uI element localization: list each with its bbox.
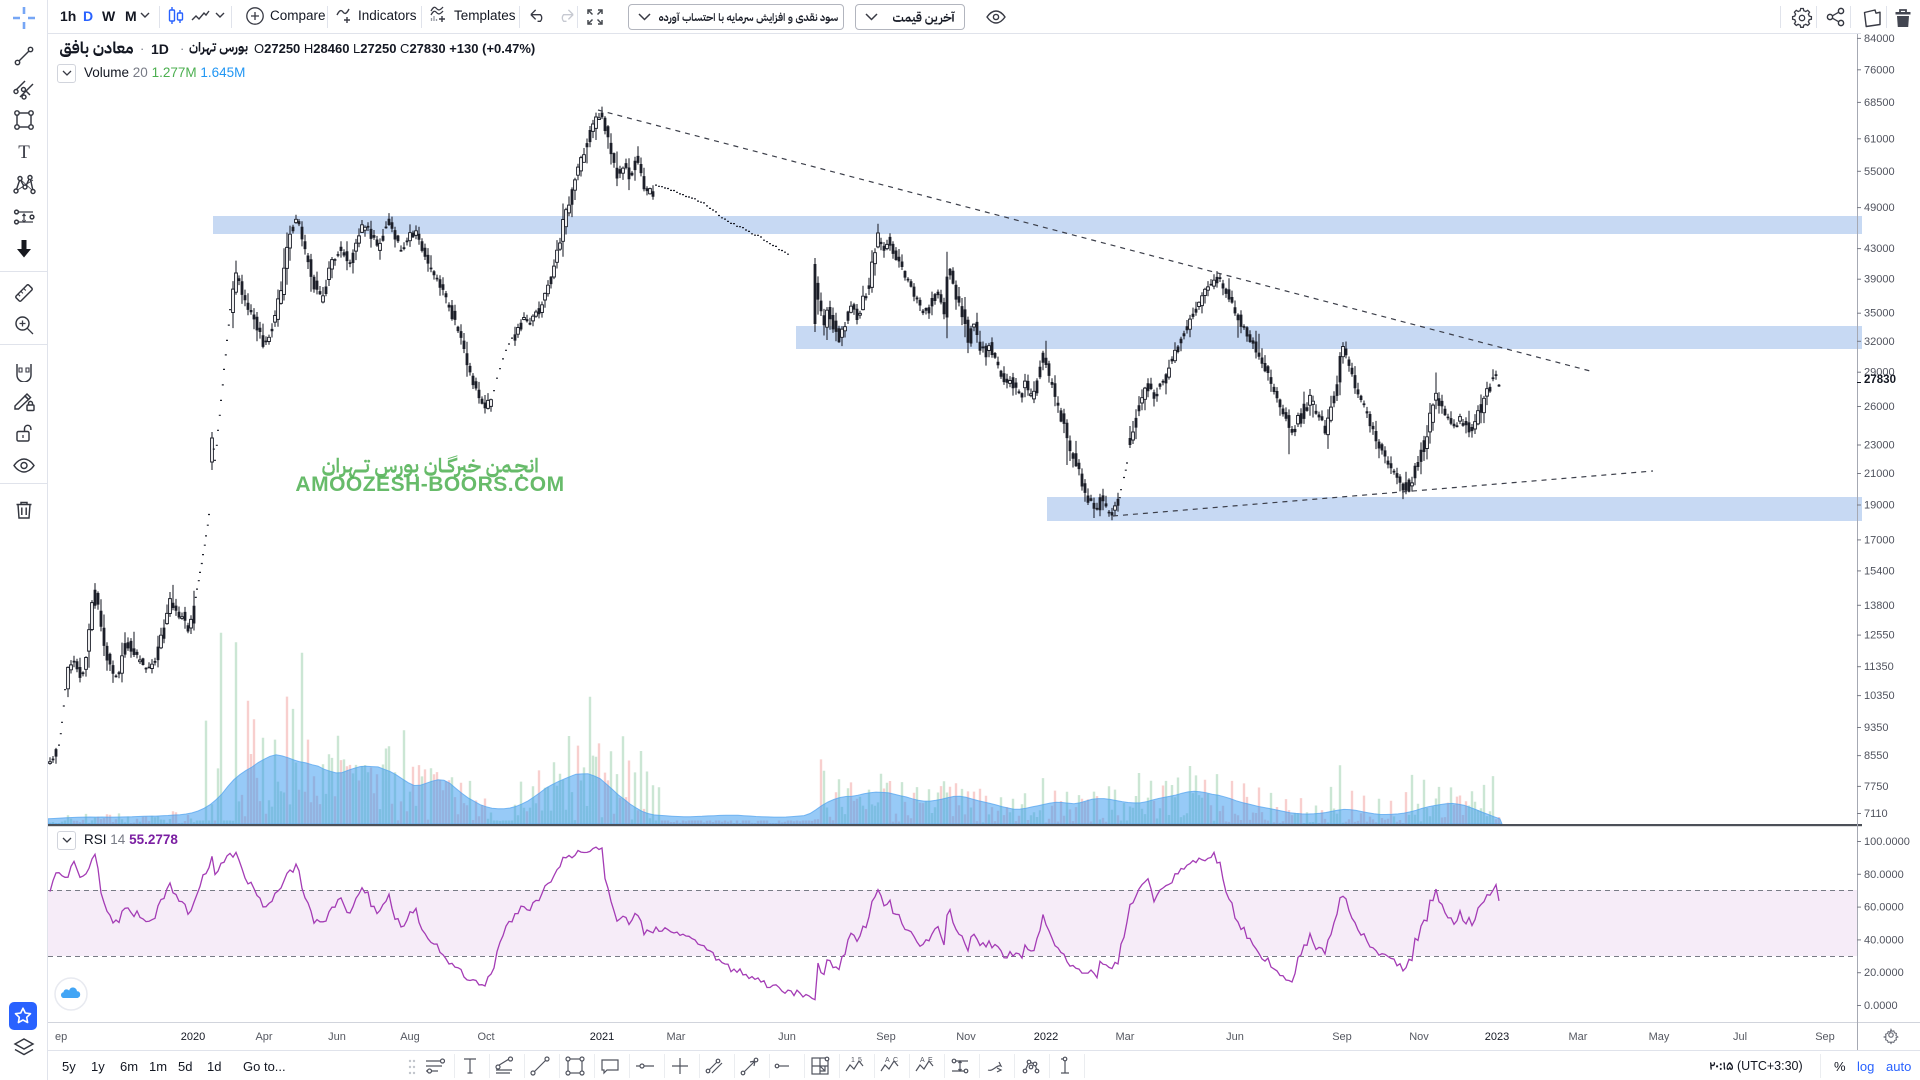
svg-text:Sep: Sep bbox=[876, 1031, 896, 1043]
svg-text:Sep: Sep bbox=[1332, 1031, 1352, 1043]
svg-text:ep: ep bbox=[55, 1031, 67, 1043]
svg-text:2023: 2023 bbox=[1485, 1031, 1509, 1043]
svg-text:5: 5 bbox=[858, 1057, 862, 1064]
svg-text:68500: 68500 bbox=[1864, 97, 1895, 109]
svg-text:21000: 21000 bbox=[1864, 468, 1895, 480]
svg-text:Mar: Mar bbox=[1569, 1031, 1588, 1043]
svg-text:32000: 32000 bbox=[1864, 336, 1895, 348]
svg-text:84000: 84000 bbox=[1864, 34, 1895, 45]
svg-text:43000: 43000 bbox=[1864, 243, 1895, 255]
svg-text:2021: 2021 bbox=[590, 1031, 614, 1043]
svg-text:20.0000: 20.0000 bbox=[1864, 967, 1904, 979]
svg-text:7750: 7750 bbox=[1864, 781, 1888, 793]
svg-text:Jul: Jul bbox=[1733, 1031, 1747, 1043]
svg-text:A: A bbox=[920, 1057, 925, 1064]
svg-text:8550: 8550 bbox=[1864, 750, 1888, 762]
svg-text:49000: 49000 bbox=[1864, 202, 1895, 214]
svg-text:27830: 27830 bbox=[1864, 374, 1896, 386]
svg-text:61000: 61000 bbox=[1864, 133, 1895, 145]
svg-text:2022: 2022 bbox=[1034, 1031, 1058, 1043]
svg-text:29000: 29000 bbox=[1864, 367, 1895, 379]
svg-text:11350: 11350 bbox=[1864, 661, 1894, 673]
svg-text:May: May bbox=[1649, 1031, 1670, 1043]
svg-text:Apr: Apr bbox=[255, 1031, 272, 1043]
svg-text:0.0000: 0.0000 bbox=[1864, 1000, 1898, 1012]
svg-text:17000: 17000 bbox=[1864, 534, 1895, 546]
svg-text:Mar: Mar bbox=[1116, 1031, 1135, 1043]
svg-text:35000: 35000 bbox=[1864, 308, 1895, 320]
svg-text:Nov: Nov bbox=[956, 1031, 976, 1043]
svg-text:13800: 13800 bbox=[1864, 600, 1895, 612]
svg-text:12550: 12550 bbox=[1864, 630, 1895, 642]
svg-text:39000: 39000 bbox=[1864, 274, 1895, 286]
svg-text:T: T bbox=[18, 142, 30, 163]
svg-text:C: C bbox=[893, 1057, 898, 1064]
svg-text:A: A bbox=[885, 1057, 890, 1064]
svg-text:2020: 2020 bbox=[181, 1031, 205, 1043]
svg-text:Jun: Jun bbox=[778, 1031, 796, 1043]
svg-text:55000: 55000 bbox=[1864, 166, 1895, 178]
svg-text:40.0000: 40.0000 bbox=[1864, 934, 1904, 946]
svg-text:15400: 15400 bbox=[1864, 565, 1895, 577]
svg-text:26000: 26000 bbox=[1864, 401, 1895, 413]
svg-text:23000: 23000 bbox=[1864, 440, 1895, 452]
svg-text:76000: 76000 bbox=[1864, 64, 1895, 76]
svg-text:1: 1 bbox=[851, 1057, 855, 1064]
svg-text:Jun: Jun bbox=[328, 1031, 346, 1043]
svg-text:E: E bbox=[928, 1057, 933, 1064]
svg-text:60.0000: 60.0000 bbox=[1864, 902, 1904, 914]
svg-text:Jun: Jun bbox=[1226, 1031, 1244, 1043]
svg-text:Nov: Nov bbox=[1409, 1031, 1429, 1043]
svg-text:100.0000: 100.0000 bbox=[1864, 836, 1910, 848]
svg-text:Mar: Mar bbox=[667, 1031, 686, 1043]
svg-text:9350: 9350 bbox=[1864, 722, 1888, 734]
svg-text:7110: 7110 bbox=[1864, 808, 1888, 820]
svg-text:Oct: Oct bbox=[477, 1031, 494, 1043]
svg-text:Sep: Sep bbox=[1815, 1031, 1835, 1043]
svg-text:AMOOZESH-BOORS.COM: AMOOZESH-BOORS.COM bbox=[295, 473, 564, 496]
svg-text:10350: 10350 bbox=[1864, 690, 1895, 702]
svg-text:19000: 19000 bbox=[1864, 500, 1895, 512]
svg-text:Aug: Aug bbox=[400, 1031, 420, 1043]
svg-text:80.0000: 80.0000 bbox=[1864, 869, 1904, 881]
